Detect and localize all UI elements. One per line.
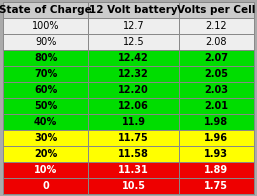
Text: 40%: 40% — [34, 117, 57, 127]
Text: 10%: 10% — [34, 165, 57, 175]
Bar — [88, 66, 179, 82]
Bar — [3, 66, 88, 82]
Text: 2.05: 2.05 — [204, 69, 228, 79]
Text: 12 Volt battery: 12 Volt battery — [89, 5, 178, 15]
Bar — [88, 178, 179, 194]
Bar — [179, 130, 254, 146]
Text: 1.93: 1.93 — [204, 149, 228, 159]
Bar — [179, 82, 254, 98]
Text: 1.98: 1.98 — [204, 117, 228, 127]
Bar — [179, 50, 254, 66]
Bar — [88, 162, 179, 178]
Bar — [3, 34, 88, 50]
Text: State of Charge: State of Charge — [0, 5, 92, 15]
Text: 11.9: 11.9 — [122, 117, 145, 127]
Bar — [88, 34, 179, 50]
Text: 2.08: 2.08 — [206, 37, 227, 47]
Text: 2.03: 2.03 — [204, 85, 228, 95]
Bar — [3, 162, 88, 178]
Bar — [88, 114, 179, 130]
Bar — [3, 130, 88, 146]
Bar — [179, 178, 254, 194]
Bar — [88, 98, 179, 114]
Bar — [3, 2, 88, 18]
Text: 1.89: 1.89 — [204, 165, 228, 175]
Text: 12.7: 12.7 — [123, 21, 144, 31]
Bar — [88, 2, 179, 18]
Text: 90%: 90% — [35, 37, 57, 47]
Bar — [88, 18, 179, 34]
Bar — [3, 50, 88, 66]
Text: 1.75: 1.75 — [204, 181, 228, 191]
Bar — [3, 178, 88, 194]
Bar — [179, 162, 254, 178]
Text: 70%: 70% — [34, 69, 57, 79]
Bar — [88, 50, 179, 66]
Bar — [179, 114, 254, 130]
Bar — [179, 146, 254, 162]
Text: 100%: 100% — [32, 21, 59, 31]
Text: 0: 0 — [42, 181, 49, 191]
Bar — [3, 98, 88, 114]
Bar — [179, 18, 254, 34]
Text: 2.12: 2.12 — [206, 21, 227, 31]
Text: 11.75: 11.75 — [118, 133, 149, 143]
Text: 12.5: 12.5 — [123, 37, 144, 47]
Text: 80%: 80% — [34, 53, 57, 63]
Text: 12.20: 12.20 — [118, 85, 149, 95]
Text: 60%: 60% — [34, 85, 57, 95]
Text: 12.42: 12.42 — [118, 53, 149, 63]
Bar — [179, 66, 254, 82]
Text: 50%: 50% — [34, 101, 57, 111]
Text: 12.06: 12.06 — [118, 101, 149, 111]
Text: 10.5: 10.5 — [122, 181, 145, 191]
Bar — [88, 130, 179, 146]
Bar — [3, 82, 88, 98]
Bar — [179, 34, 254, 50]
Text: 2.01: 2.01 — [204, 101, 228, 111]
Text: 1.96: 1.96 — [204, 133, 228, 143]
Text: 2.07: 2.07 — [204, 53, 228, 63]
Text: 11.31: 11.31 — [118, 165, 149, 175]
Text: Volts per Cell: Volts per Cell — [177, 5, 255, 15]
Bar — [88, 146, 179, 162]
Bar — [88, 82, 179, 98]
Text: 20%: 20% — [34, 149, 57, 159]
Bar — [3, 146, 88, 162]
Bar — [3, 114, 88, 130]
Text: 30%: 30% — [34, 133, 57, 143]
Text: 12.32: 12.32 — [118, 69, 149, 79]
Bar — [179, 2, 254, 18]
Bar — [179, 98, 254, 114]
Text: 11.58: 11.58 — [118, 149, 149, 159]
Bar — [3, 18, 88, 34]
